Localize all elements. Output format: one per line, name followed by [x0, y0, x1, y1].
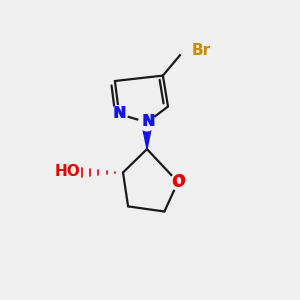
Circle shape — [139, 115, 155, 130]
Circle shape — [139, 114, 155, 131]
Circle shape — [170, 174, 186, 190]
Polygon shape — [142, 122, 152, 149]
Text: N: N — [112, 106, 125, 121]
Text: N: N — [114, 106, 126, 121]
Circle shape — [170, 174, 186, 190]
Text: O: O — [171, 175, 184, 190]
Text: N: N — [142, 114, 154, 129]
Text: HO: HO — [55, 164, 80, 179]
Text: Br: Br — [191, 43, 211, 58]
Text: O: O — [172, 174, 185, 189]
Circle shape — [180, 49, 186, 55]
Circle shape — [111, 106, 127, 122]
Circle shape — [111, 106, 128, 122]
Text: N: N — [142, 114, 155, 129]
